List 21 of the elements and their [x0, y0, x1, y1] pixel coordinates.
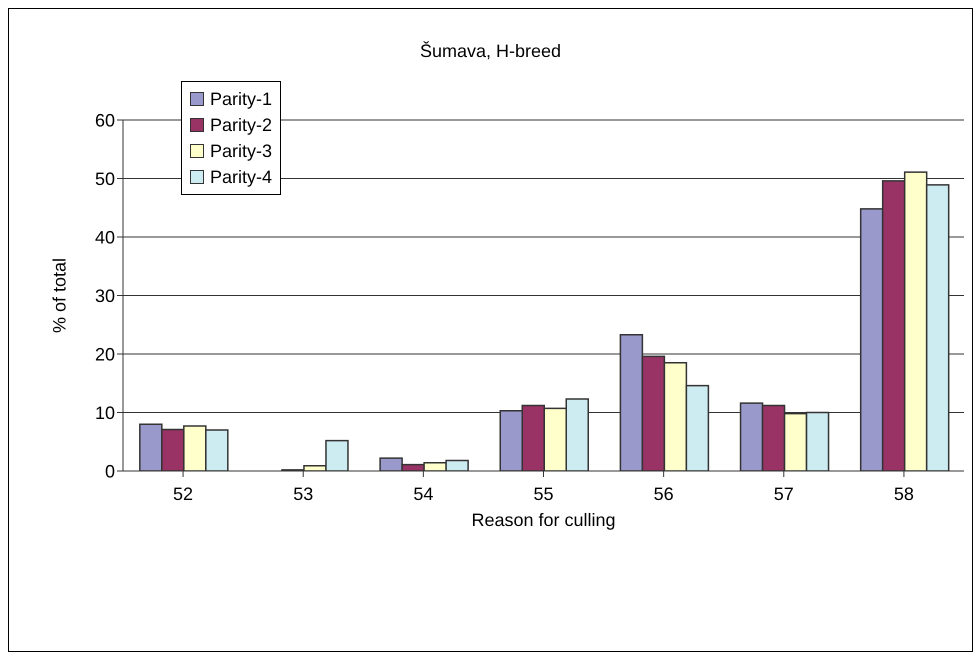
- x-tick-label: 54: [413, 484, 434, 504]
- x-tick-label: 58: [894, 484, 914, 504]
- legend-label: Parity-1: [210, 88, 272, 111]
- x-tick-label: 53: [293, 484, 314, 504]
- y-tick-label: 20: [94, 344, 115, 364]
- x-tick-label: 55: [533, 484, 554, 504]
- y-tick-label: 30: [94, 286, 115, 306]
- y-tick-label: 60: [94, 110, 115, 130]
- y-tick-label: 50: [94, 168, 115, 189]
- legend-label: Parity-4: [210, 166, 272, 189]
- y-tick-label: 10: [94, 402, 115, 423]
- legend-label: Parity-2: [210, 114, 272, 137]
- x-tick-label: 56: [654, 484, 674, 504]
- x-axis-title: Reason for culling: [471, 510, 616, 530]
- legend-label: Parity-3: [210, 140, 272, 163]
- y-tick-label: 40: [94, 227, 115, 248]
- x-tick-label: 57: [774, 484, 794, 504]
- x-tick-label: 52: [173, 484, 194, 504]
- chart-title: Šumava, H-breed: [418, 41, 562, 62]
- y-tick-label: 0: [104, 461, 115, 482]
- y-axis-title: % of total: [49, 258, 70, 334]
